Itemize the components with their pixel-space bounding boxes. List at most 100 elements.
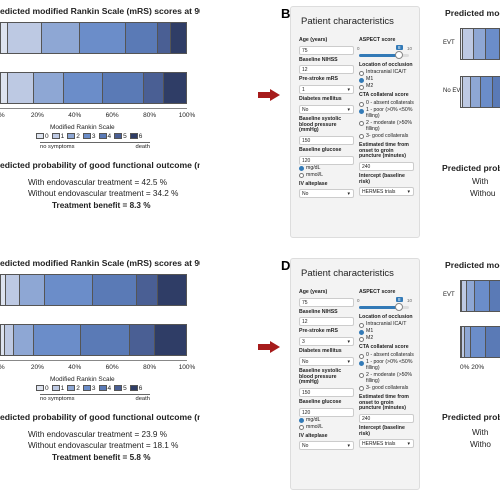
bar-segment-mrs-2 — [13, 325, 35, 355]
legend-item: 2 — [67, 385, 80, 392]
slider-handle[interactable] — [395, 50, 403, 59]
legend-swatch — [114, 385, 123, 392]
right-evt-bar — [460, 28, 500, 60]
bar-segment-mrs-3 — [471, 327, 487, 357]
cta-collateral-label: CTA collateral score — [359, 344, 409, 351]
death-label: death — [135, 396, 150, 402]
glucose-unit-radio[interactable]: mmol/L — [299, 172, 354, 179]
chevron-down-icon: ▾ — [347, 339, 350, 346]
legend-label: 1 — [60, 385, 65, 392]
x-axis-line — [0, 360, 187, 361]
death-label: death — [135, 144, 150, 150]
glucose-unit-radio[interactable]: mg/dL — [299, 164, 354, 172]
bar-segment-mrs-0 — [461, 29, 464, 59]
bar-segment-mrs-0 — [1, 325, 5, 355]
legend-arrow — [40, 142, 150, 143]
pre-stroke-mrs-select[interactable]: 3 ▾ — [299, 337, 354, 347]
glucose-input[interactable]: 120 — [299, 155, 354, 165]
cta-collateral-radio[interactable]: 2 - moderate (>50% filling) — [359, 120, 414, 133]
iv-alteplase-value: No — [302, 443, 309, 450]
bar-segment-mrs-3 — [64, 73, 104, 103]
radio-label: 0 - absent collaterals — [366, 100, 414, 107]
bar-segment-mrs-1 — [4, 325, 14, 355]
x-axis-ticks: 0% 20% 40% 60% 80% 100% — [0, 112, 200, 124]
intercept-select[interactable]: HERMES trials ▾ — [359, 187, 414, 197]
glucose-unit-radio[interactable]: mg/dL — [299, 417, 354, 424]
right-without: Withou — [470, 189, 496, 198]
legend-swatch — [82, 385, 91, 392]
chevron-down-icon: ▾ — [407, 441, 410, 448]
radio-dot — [359, 134, 364, 140]
pre-stroke-mrs-select[interactable]: 1 ▾ — [299, 85, 354, 95]
legend-arrow — [40, 394, 150, 395]
occlusion-radio[interactable]: M1 — [359, 328, 414, 335]
radio-dot — [359, 373, 364, 379]
iv-alteplase-select[interactable]: No ▾ — [299, 189, 354, 199]
aspect-slider[interactable]: 0 10 8 — [357, 44, 414, 60]
radio-label: mg/dL — [306, 164, 321, 171]
legend-item: 5 — [114, 133, 127, 140]
slider-fill — [359, 53, 399, 57]
slider-handle[interactable] — [395, 302, 403, 311]
iv-alteplase-select[interactable]: No ▾ — [299, 441, 354, 451]
occlusion-radio[interactable]: M2 — [359, 83, 414, 90]
intercept-label: Intercept (baseline risk) — [359, 173, 405, 185]
radio-dot — [359, 336, 364, 342]
glucose-input[interactable]: 120 — [299, 407, 354, 417]
radio-dot — [359, 101, 364, 107]
legend-item: 6 — [129, 133, 142, 140]
x-tick-label: 40% — [68, 112, 82, 119]
patient-form: Patient characteristics Age (years) 75 Base… — [290, 6, 420, 238]
cta-collateral-radio[interactable]: 1 - poor (>0% <50% filling) — [359, 107, 414, 120]
glucose-unit-radio[interactable]: mmol/L — [299, 424, 354, 431]
occlusion-radio[interactable]: M2 — [359, 335, 414, 342]
age-input[interactable]: 75 — [299, 297, 354, 307]
radio-dot — [299, 425, 304, 431]
cta-collateral-radio[interactable]: 1 - poor (>0% <50% filling) — [359, 359, 414, 372]
bar-segment-mrs-6 — [158, 275, 186, 305]
cta-collateral-radio[interactable]: 2 - moderate (>50% filling) — [359, 371, 414, 385]
cta-collateral-radio[interactable]: 3- good collaterals — [359, 385, 414, 392]
slider-value: 8 — [396, 44, 403, 50]
cta-collateral-radio[interactable]: 0 - absent collaterals — [359, 100, 414, 107]
legend-swatch — [51, 133, 60, 140]
systolic-bp-label: Baseline systolic blood pressure (mmHg) — [299, 115, 342, 134]
intercept-select[interactable]: HERMES trials ▾ — [359, 439, 414, 449]
pre-stroke-mrs-label: Pre-stroke mRS — [299, 328, 338, 335]
systolic-bp-input[interactable]: 150 — [299, 388, 354, 398]
age-input[interactable]: 75 — [299, 45, 354, 55]
nihss-label: Baseline NIHSS — [299, 308, 338, 315]
onset-time-input[interactable]: 240 — [359, 162, 414, 172]
form-left-column: Age (years) 75 Baseline NIHSS 12 Pre-stroke … — [299, 35, 354, 199]
nihss-label: Baseline NIHSS — [299, 56, 338, 63]
legend-item: 4 — [98, 133, 112, 140]
legend: 0 1 2 3 4 5 6 — [36, 385, 142, 392]
diabetes-select[interactable]: No ▾ — [299, 356, 354, 366]
nihss-input[interactable]: 12 — [299, 317, 354, 327]
diabetes-value: No — [302, 106, 309, 113]
legend-item: 0 — [36, 385, 49, 392]
onset-time-input[interactable]: 240 — [359, 414, 414, 424]
slider-min: 0 — [357, 297, 360, 303]
radio-dot — [359, 77, 364, 83]
x-axis-line — [0, 108, 187, 109]
legend-label: 4 — [107, 133, 112, 140]
diabetes-select[interactable]: No ▾ — [299, 104, 354, 114]
right-no-evt-bar — [460, 76, 500, 108]
nihss-input[interactable]: 12 — [299, 65, 354, 75]
systolic-bp-input[interactable]: 150 — [299, 136, 354, 146]
no-evt-bar — [0, 324, 187, 356]
bar-segment-mrs-3 — [79, 23, 126, 53]
cta-collateral-radio[interactable]: 0 - absent collaterals — [359, 352, 414, 359]
aspect-slider[interactable]: 0 10 8 — [357, 296, 414, 312]
legend-label: 2 — [76, 133, 80, 140]
cta-collateral-radio[interactable]: 3- good collaterals — [359, 133, 414, 140]
nihss-value: 12 — [302, 67, 308, 74]
right-probability-title: Predicted proba — [442, 412, 500, 422]
pre-stroke-mrs-value: 3 — [302, 339, 305, 346]
radio-label: 2 - moderate (>50% filling) — [366, 371, 412, 384]
occlusion-label: Location of occlusion — [359, 313, 413, 320]
occlusion-radio[interactable]: M1 — [359, 76, 414, 83]
occlusion-radio[interactable]: Intracranial ICA/T — [359, 69, 414, 76]
occlusion-radio[interactable]: Intracranial ICA/T — [359, 321, 414, 328]
